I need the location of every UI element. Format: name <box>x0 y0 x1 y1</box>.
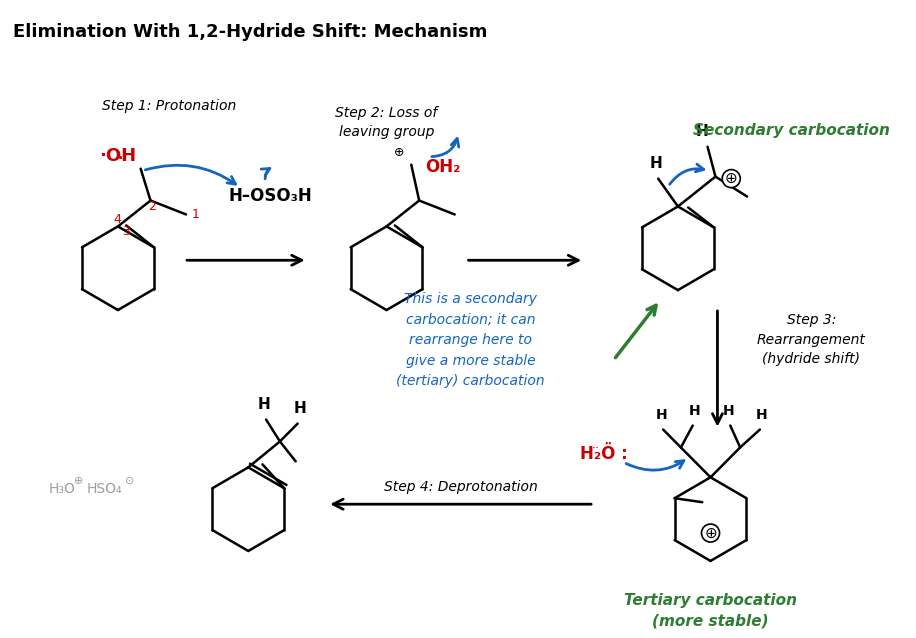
Text: ..: .. <box>117 148 128 161</box>
Text: Step 4: Deprotonation: Step 4: Deprotonation <box>384 480 538 494</box>
Text: 3: 3 <box>122 225 130 239</box>
Text: ⊙: ⊙ <box>125 477 135 486</box>
Text: ·OH: ·OH <box>100 147 136 165</box>
Text: Step 3:
Rearrangement
(hydride shift): Step 3: Rearrangement (hydride shift) <box>757 313 866 366</box>
Text: H: H <box>649 156 662 170</box>
Text: Step 1: Protonation: Step 1: Protonation <box>103 99 236 113</box>
Text: 4: 4 <box>114 214 121 226</box>
Text: ⊕: ⊕ <box>725 171 737 186</box>
Text: ..: .. <box>592 438 600 451</box>
Text: ⊕: ⊕ <box>73 477 83 486</box>
Text: H–OSO₃H: H–OSO₃H <box>228 186 312 205</box>
Text: Tertiary carbocation
(more stable): Tertiary carbocation (more stable) <box>624 593 797 628</box>
Text: H₂Ö :: H₂Ö : <box>580 445 627 463</box>
Text: Step 2: Loss of
leaving group: Step 2: Loss of leaving group <box>335 106 438 140</box>
Text: ⊕: ⊕ <box>394 146 405 160</box>
Text: H: H <box>257 397 270 412</box>
Text: H: H <box>655 408 667 422</box>
Text: H: H <box>756 408 768 422</box>
Text: HSO₄: HSO₄ <box>86 482 122 496</box>
Text: 1: 1 <box>192 208 200 221</box>
Text: H₃O: H₃O <box>49 482 76 496</box>
Text: Elimination With 1,2-Hydride Shift: Mechanism: Elimination With 1,2-Hydride Shift: Mech… <box>13 24 487 41</box>
Text: H: H <box>689 404 701 417</box>
Text: 2: 2 <box>148 200 157 214</box>
Text: H: H <box>723 404 734 417</box>
Text: OH₂: OH₂ <box>425 158 461 175</box>
Text: ⊕: ⊕ <box>704 526 717 540</box>
Text: Secondary carbocation: Secondary carbocation <box>693 123 890 138</box>
Text: This is a secondary
carbocation; it can
rearrange here to
give a more stable
(te: This is a secondary carbocation; it can … <box>397 292 545 388</box>
Text: H: H <box>695 124 708 139</box>
Text: H: H <box>293 401 306 415</box>
